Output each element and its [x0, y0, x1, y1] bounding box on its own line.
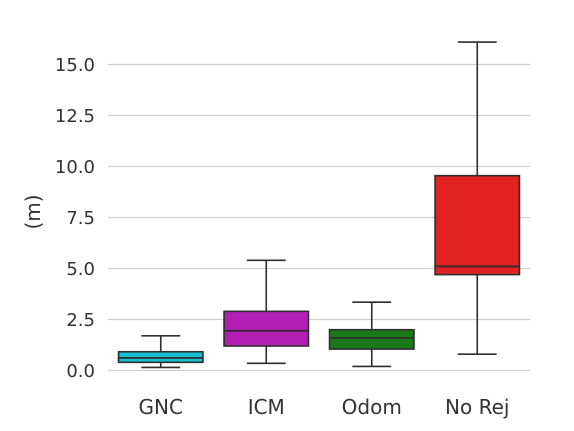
x-tick-label: GNC — [139, 395, 183, 419]
y-tick-label: 2.5 — [66, 310, 95, 331]
x-tick-labels: GNC ICM Odom No Rej — [139, 395, 510, 419]
y-axis-label: (m) — [21, 194, 45, 229]
y-tick-label: 12.5 — [55, 106, 95, 127]
y-tick-label: 0.0 — [66, 361, 95, 382]
x-tick-label: Odom — [342, 395, 402, 419]
gridlines — [108, 63, 530, 372]
box-odom — [328, 301, 415, 368]
y-tick-label: 10.0 — [55, 157, 95, 178]
boxes — [117, 41, 521, 369]
y-tick-label: 7.5 — [66, 208, 95, 229]
box-no-rej — [434, 41, 521, 355]
x-tick-label: No Rej — [445, 395, 509, 419]
box-icm — [223, 259, 310, 365]
box-iqr — [434, 174, 521, 276]
box-gnc — [117, 335, 204, 369]
box-iqr — [328, 328, 415, 350]
y-tick-label: 15.0 — [55, 55, 95, 76]
y-tick-label: 5.0 — [66, 259, 95, 280]
y-tick-labels: 0.0 2.5 5.0 7.5 10.0 12.5 15.0 — [55, 55, 95, 382]
box-iqr — [223, 310, 310, 347]
x-tick-label: ICM — [248, 395, 285, 419]
